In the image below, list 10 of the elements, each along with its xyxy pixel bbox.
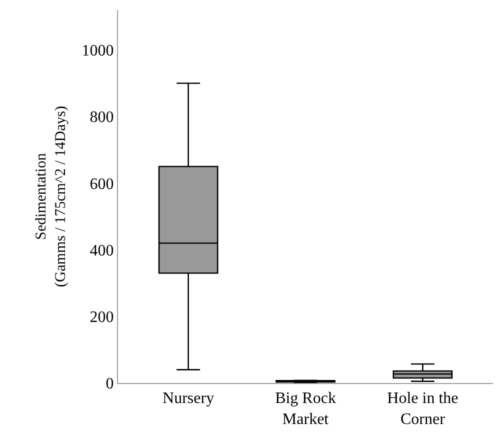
y-tick-label: 1000 (82, 42, 114, 60)
y-tick-label: 400 (90, 242, 114, 260)
y-tick-label: 0 (106, 376, 114, 393)
x-tick-label: Big Rock Market (275, 390, 336, 428)
x-tick-label: Nursery (162, 390, 214, 408)
x-tick-label: Hole in the Corner (387, 390, 458, 428)
y-tick-label: 200 (90, 308, 114, 326)
y-tick-label: 800 (90, 109, 114, 126)
y-axis-title: Sedimentation (Gamms / 175cm^2 / 14Days) (34, 106, 70, 288)
y-tick-label: 600 (90, 176, 114, 193)
